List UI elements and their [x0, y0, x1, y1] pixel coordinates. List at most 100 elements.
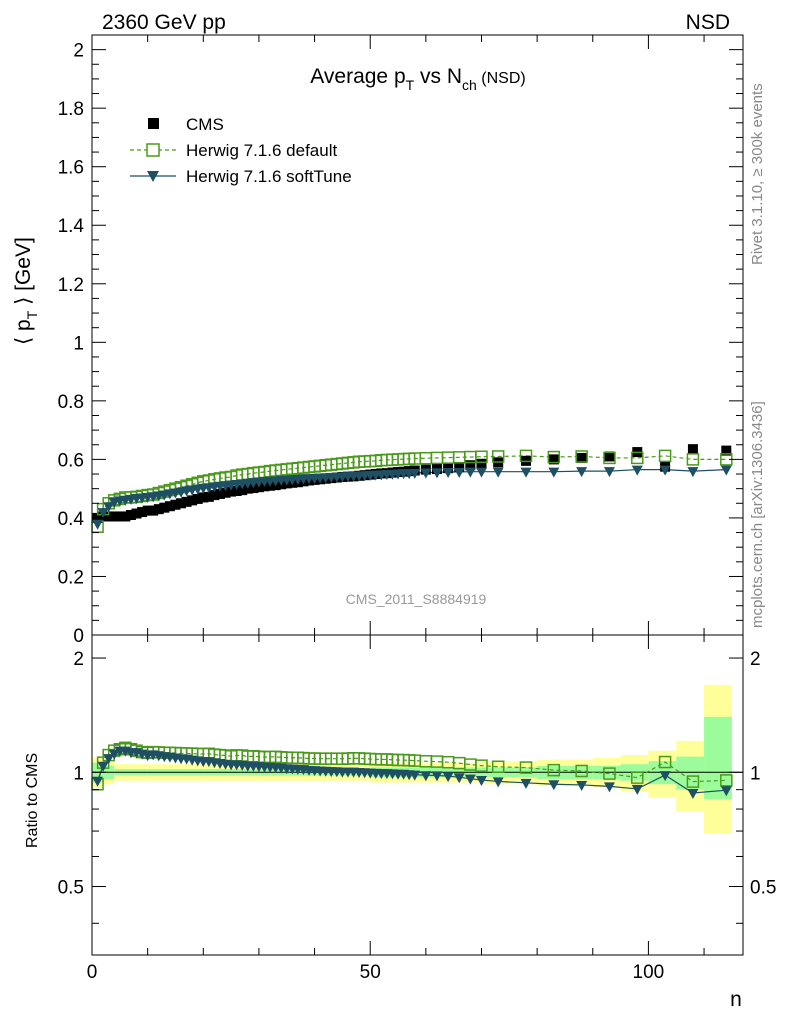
ratio-series-line-0: [96, 747, 727, 785]
ratio-herwig-softtune-point: [420, 771, 432, 782]
analysis-watermark: CMS_2011_S8884919: [346, 591, 487, 607]
main-y-tick-label: 1.2: [58, 275, 84, 296]
herwig-softtune-point: [659, 465, 671, 476]
x-tick-label: 100: [633, 962, 665, 983]
cms-data-point: [198, 492, 209, 503]
herwig-softtune-point: [420, 468, 432, 479]
cms-data-point: [454, 462, 465, 472]
cms-data-point: [237, 485, 248, 496]
cms-data-point: [187, 495, 198, 506]
main-y-tick-label: 0.4: [58, 509, 85, 530]
cms-data-point: [170, 499, 181, 510]
herwig-softtune-point: [631, 465, 643, 476]
herwig-softtune-point: [453, 467, 465, 478]
mcplots-label: mcplots.cern.ch [arXiv:1306.3436]: [749, 401, 766, 628]
ratio-herwig-softtune-point: [492, 777, 504, 788]
cms-data-point: [164, 501, 175, 512]
ratio-y-tick-label-right: 0.5: [750, 878, 776, 899]
ratio-herwig-default-point: [720, 774, 733, 787]
ratio-herwig-softtune-point: [475, 776, 487, 787]
ratio-herwig-default-point: [547, 763, 561, 777]
cms-data-point: [114, 511, 125, 522]
ratio-y-tick-label: 2: [73, 649, 84, 670]
ratio-herwig-default-point: [491, 760, 505, 774]
y-axis-label: ⟨ pT ⟩ [GeV]: [12, 237, 40, 345]
x-tick-label: 50: [360, 962, 381, 983]
main-y-tick-label: 1.4: [58, 216, 85, 237]
legend: CMS Herwig 7.1.6 default Herwig 7.1.6 so…: [130, 115, 352, 186]
ratio-y-tick-label-right: 1: [750, 763, 761, 784]
ratio-band-inner: [676, 756, 705, 790]
ratio-herwig-softtune-point: [103, 754, 115, 765]
cms-data-point: [604, 451, 615, 462]
ratio-herwig-softtune-point: [576, 780, 588, 791]
herwig-default-point: [686, 453, 700, 466]
ratio-herwig-softtune-point: [442, 772, 454, 783]
herwig-softtune-point: [431, 468, 443, 479]
herwig-default-point: [441, 451, 455, 464]
herwig-softtune-point: [492, 467, 504, 478]
herwig-softtune-point: [687, 467, 699, 478]
cms-data-point: [687, 444, 698, 455]
ratio-herwig-softtune-point: [631, 784, 643, 795]
main-y-tick-label: 0.6: [58, 450, 84, 471]
herwig-softtune-point: [442, 467, 454, 478]
herwig-default-point: [452, 451, 466, 464]
cms-data-point: [103, 511, 114, 522]
herwig-default-point: [408, 452, 421, 465]
legend-marker-herwig-default: [146, 143, 160, 157]
cms-data-point: [548, 454, 559, 465]
herwig-default-point: [475, 450, 488, 464]
ratio-herwig-default-point: [603, 767, 616, 780]
ratio-herwig-softtune-point: [659, 771, 671, 782]
herwig-default-point: [575, 450, 588, 463]
herwig-default-point: [547, 450, 561, 464]
cms-data-point: [465, 460, 476, 471]
herwig-default-point: [464, 450, 477, 464]
cms-data-point: [209, 490, 220, 501]
x-tick-label: 0: [87, 962, 98, 983]
herwig-default-point: [419, 451, 433, 465]
ratio-y-tick-label: 1: [73, 763, 84, 784]
cms-data-point: [476, 458, 487, 469]
chart-title: Average pT vs Nch (NSD): [310, 65, 525, 93]
herwig-default-point: [430, 451, 444, 465]
cms-data-point: [214, 488, 225, 499]
legend-label-cms: CMS: [186, 115, 224, 134]
main-y-tick-label: 0: [73, 626, 84, 647]
cms-data-point: [120, 511, 131, 522]
legend-label-herwig-default: Herwig 7.1.6 default: [186, 141, 337, 160]
process-label: NSD: [686, 11, 730, 34]
ratio-y-tick-label: 0.5: [58, 878, 84, 899]
ratio-herwig-softtune-point: [720, 786, 732, 797]
ratio-y-tick-label-right: 2: [750, 649, 761, 670]
herwig-default-point: [519, 449, 533, 463]
ratio-herwig-softtune-point: [687, 788, 699, 799]
herwig-default-point: [491, 450, 505, 463]
legend-marker-herwig-softtune: [147, 171, 159, 182]
herwig-softtune-point: [97, 508, 109, 519]
rivet-version-label: Rivet 3.1.10, ≥ 300k events: [749, 83, 766, 265]
ratio-herwig-softtune-point: [464, 774, 476, 785]
cms-data-point: [125, 510, 136, 520]
cms-data-point: [153, 504, 164, 515]
herwig-softtune-point: [475, 467, 487, 478]
ratio-herwig-softtune-point: [520, 778, 532, 789]
main-plot-panel: 0 0.2 0.4 0.6 0.8 1 1.2 1.4 1.6 1.8 2: [58, 34, 744, 647]
main-y-tick-label: 0.8: [58, 392, 84, 413]
ratio-y-axis-label: Ratio to CMS: [24, 753, 41, 848]
herwig-softtune-point: [603, 467, 615, 478]
cms-data-point: [148, 505, 159, 516]
ratio-herwig-softtune-point: [431, 771, 443, 782]
main-y-tick-label: 0.2: [58, 567, 84, 588]
cms-data-point: [109, 511, 120, 522]
herwig-softtune-point: [409, 468, 421, 479]
ratio-herwig-default-point: [686, 775, 700, 788]
herwig-default-point: [631, 451, 644, 465]
ratio-herwig-default-point: [575, 764, 588, 778]
ratio-plot-frame: [91, 634, 744, 956]
herwig-default-point: [603, 451, 616, 465]
herwig-softtune-point: [576, 467, 588, 478]
x-axis-label: n: [730, 988, 742, 1011]
ratio-herwig-softtune-point: [409, 770, 421, 781]
